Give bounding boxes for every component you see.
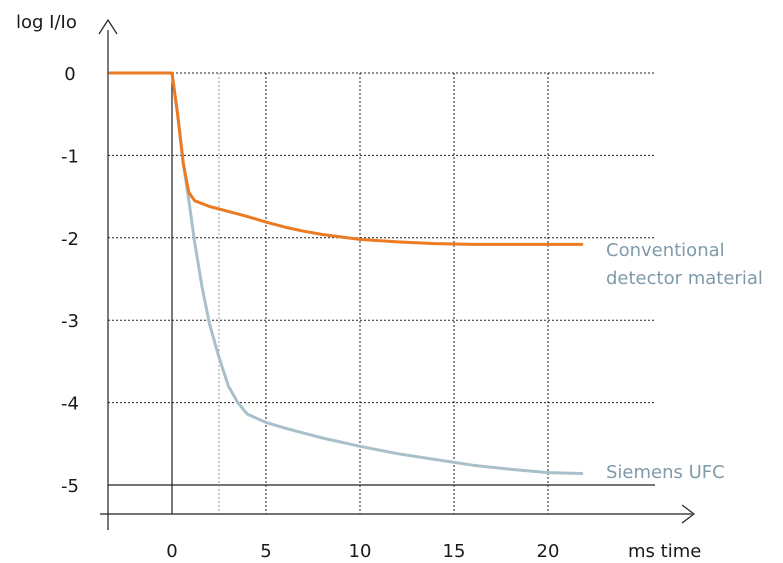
x-tick-label: 0 [166,541,177,562]
axes [98,18,695,530]
x-tick-label: 10 [349,541,372,562]
y-tick-label: -3 [61,311,79,332]
y-tick-label: -1 [61,146,79,167]
series-layer: Conventional detector material Siemens UFC [108,71,763,483]
series-line-conventional [108,71,584,246]
series-label-siemens-ufc: Siemens UFC [606,462,725,483]
grid [108,72,655,514]
x-tick-label: 15 [443,541,466,562]
x-tick-label: 20 [537,541,560,562]
y-tick-label: -2 [61,229,79,250]
series-label-conventional: detector material [606,268,763,289]
tick-labels: 0 -1 -2 -3 -4 -5 0 5 10 15 20 [61,64,559,562]
x-axis-arrow [681,504,695,524]
y-tick-label: -4 [61,394,79,415]
series-label-conventional: Conventional [606,240,725,261]
x-tick-label: 5 [260,541,271,562]
y-tick-label: -5 [61,476,79,497]
y-axis-arrow [98,18,118,35]
x-axis-title: ms time [628,541,701,562]
y-tick-label: 0 [64,64,75,85]
y-axis-title: log I/Io [16,12,77,33]
